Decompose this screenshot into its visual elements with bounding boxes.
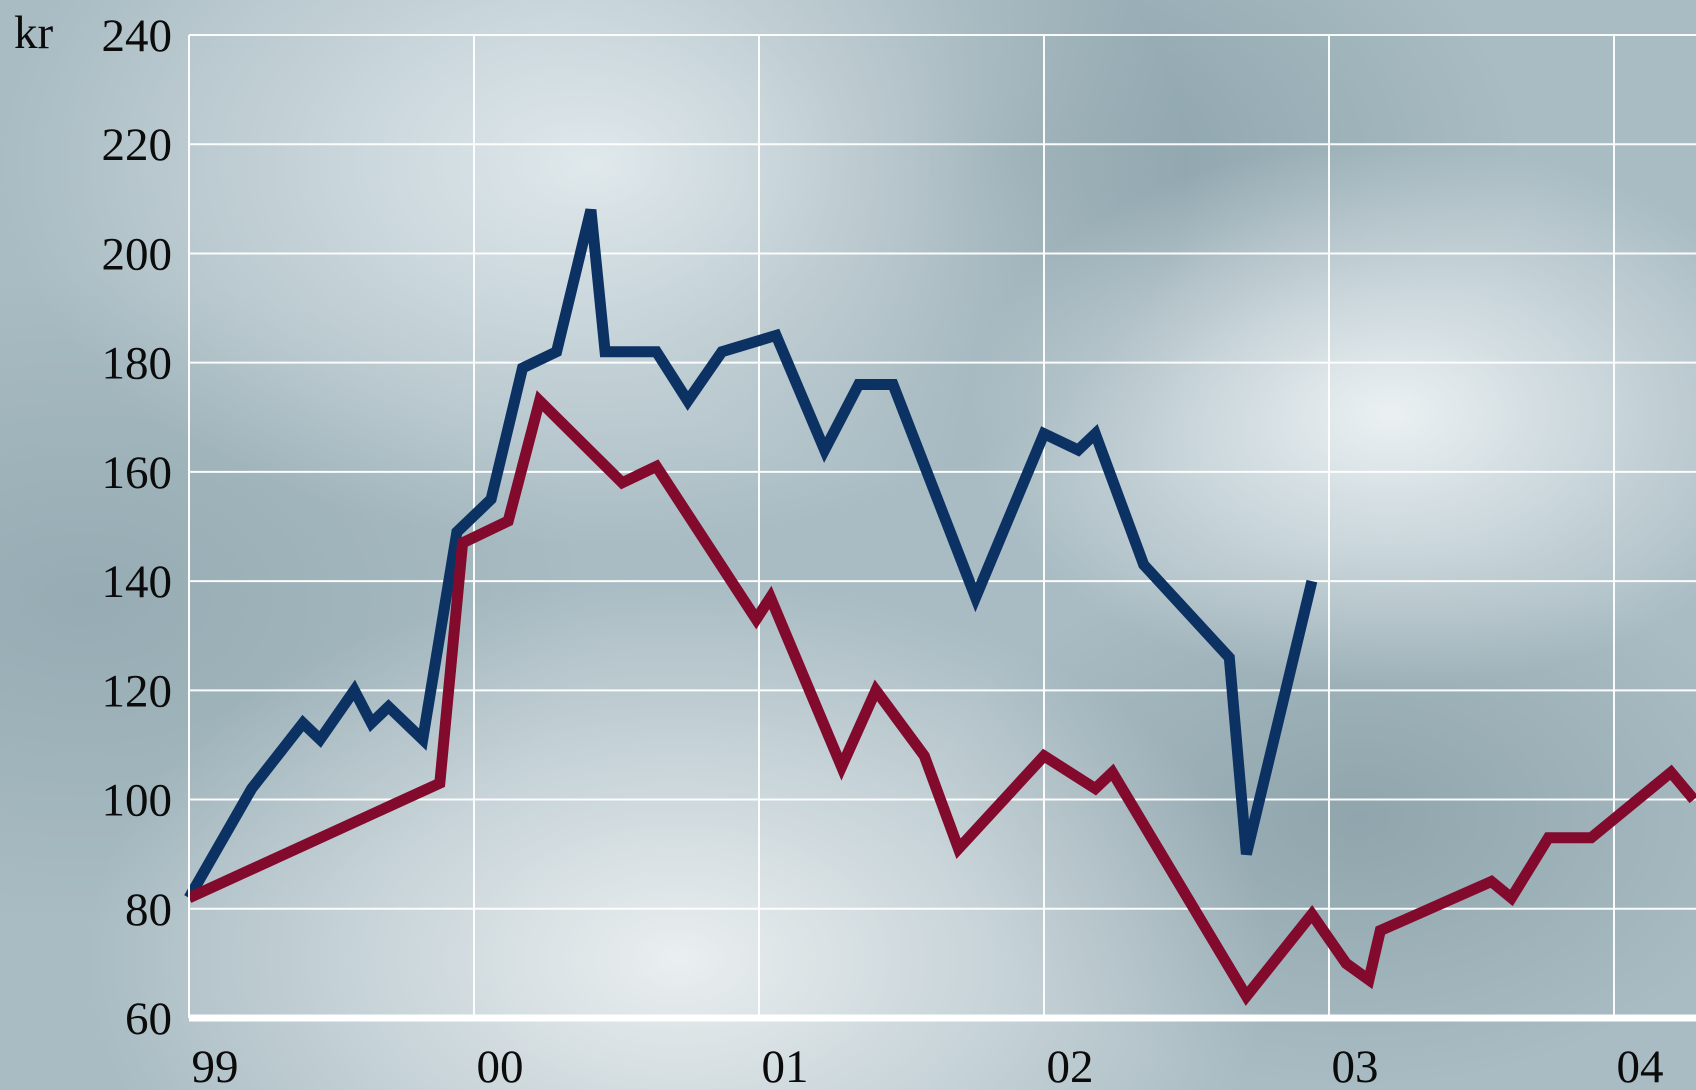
- y-unit-label: kr: [14, 7, 54, 59]
- y-tick-label: 60: [125, 993, 172, 1045]
- x-tick-label: 02: [1047, 1041, 1094, 1090]
- x-tick-label: 04: [1617, 1041, 1664, 1090]
- y-tick-label: 80: [125, 884, 172, 936]
- y-tick-label: 160: [102, 447, 173, 499]
- x-tick-label: 00: [477, 1041, 524, 1090]
- y-tick-label: 200: [102, 228, 173, 280]
- y-tick-label: 120: [102, 665, 173, 717]
- axis-layer: [188, 35, 1696, 1022]
- y-tick-label: 240: [102, 10, 173, 62]
- x-tick-label: 99: [192, 1041, 239, 1090]
- series-layer: [184, 208, 1696, 1006]
- y-tick-label: 140: [102, 556, 173, 608]
- y-tick-label: 100: [102, 775, 173, 827]
- x-tick-label: 03: [1332, 1041, 1379, 1090]
- grid: [188, 34, 1696, 1018]
- x-tick-label: 01: [762, 1041, 809, 1090]
- labels-layer: kr 60 80 100 120 140 160 180 200 220 240 99 00 01 02 0…: [14, 7, 1664, 1090]
- y-tick-label: 220: [102, 119, 173, 171]
- y-tick-label: 180: [102, 338, 173, 390]
- series-line-2: [186, 390, 1696, 1006]
- series-line-1: [184, 208, 1318, 901]
